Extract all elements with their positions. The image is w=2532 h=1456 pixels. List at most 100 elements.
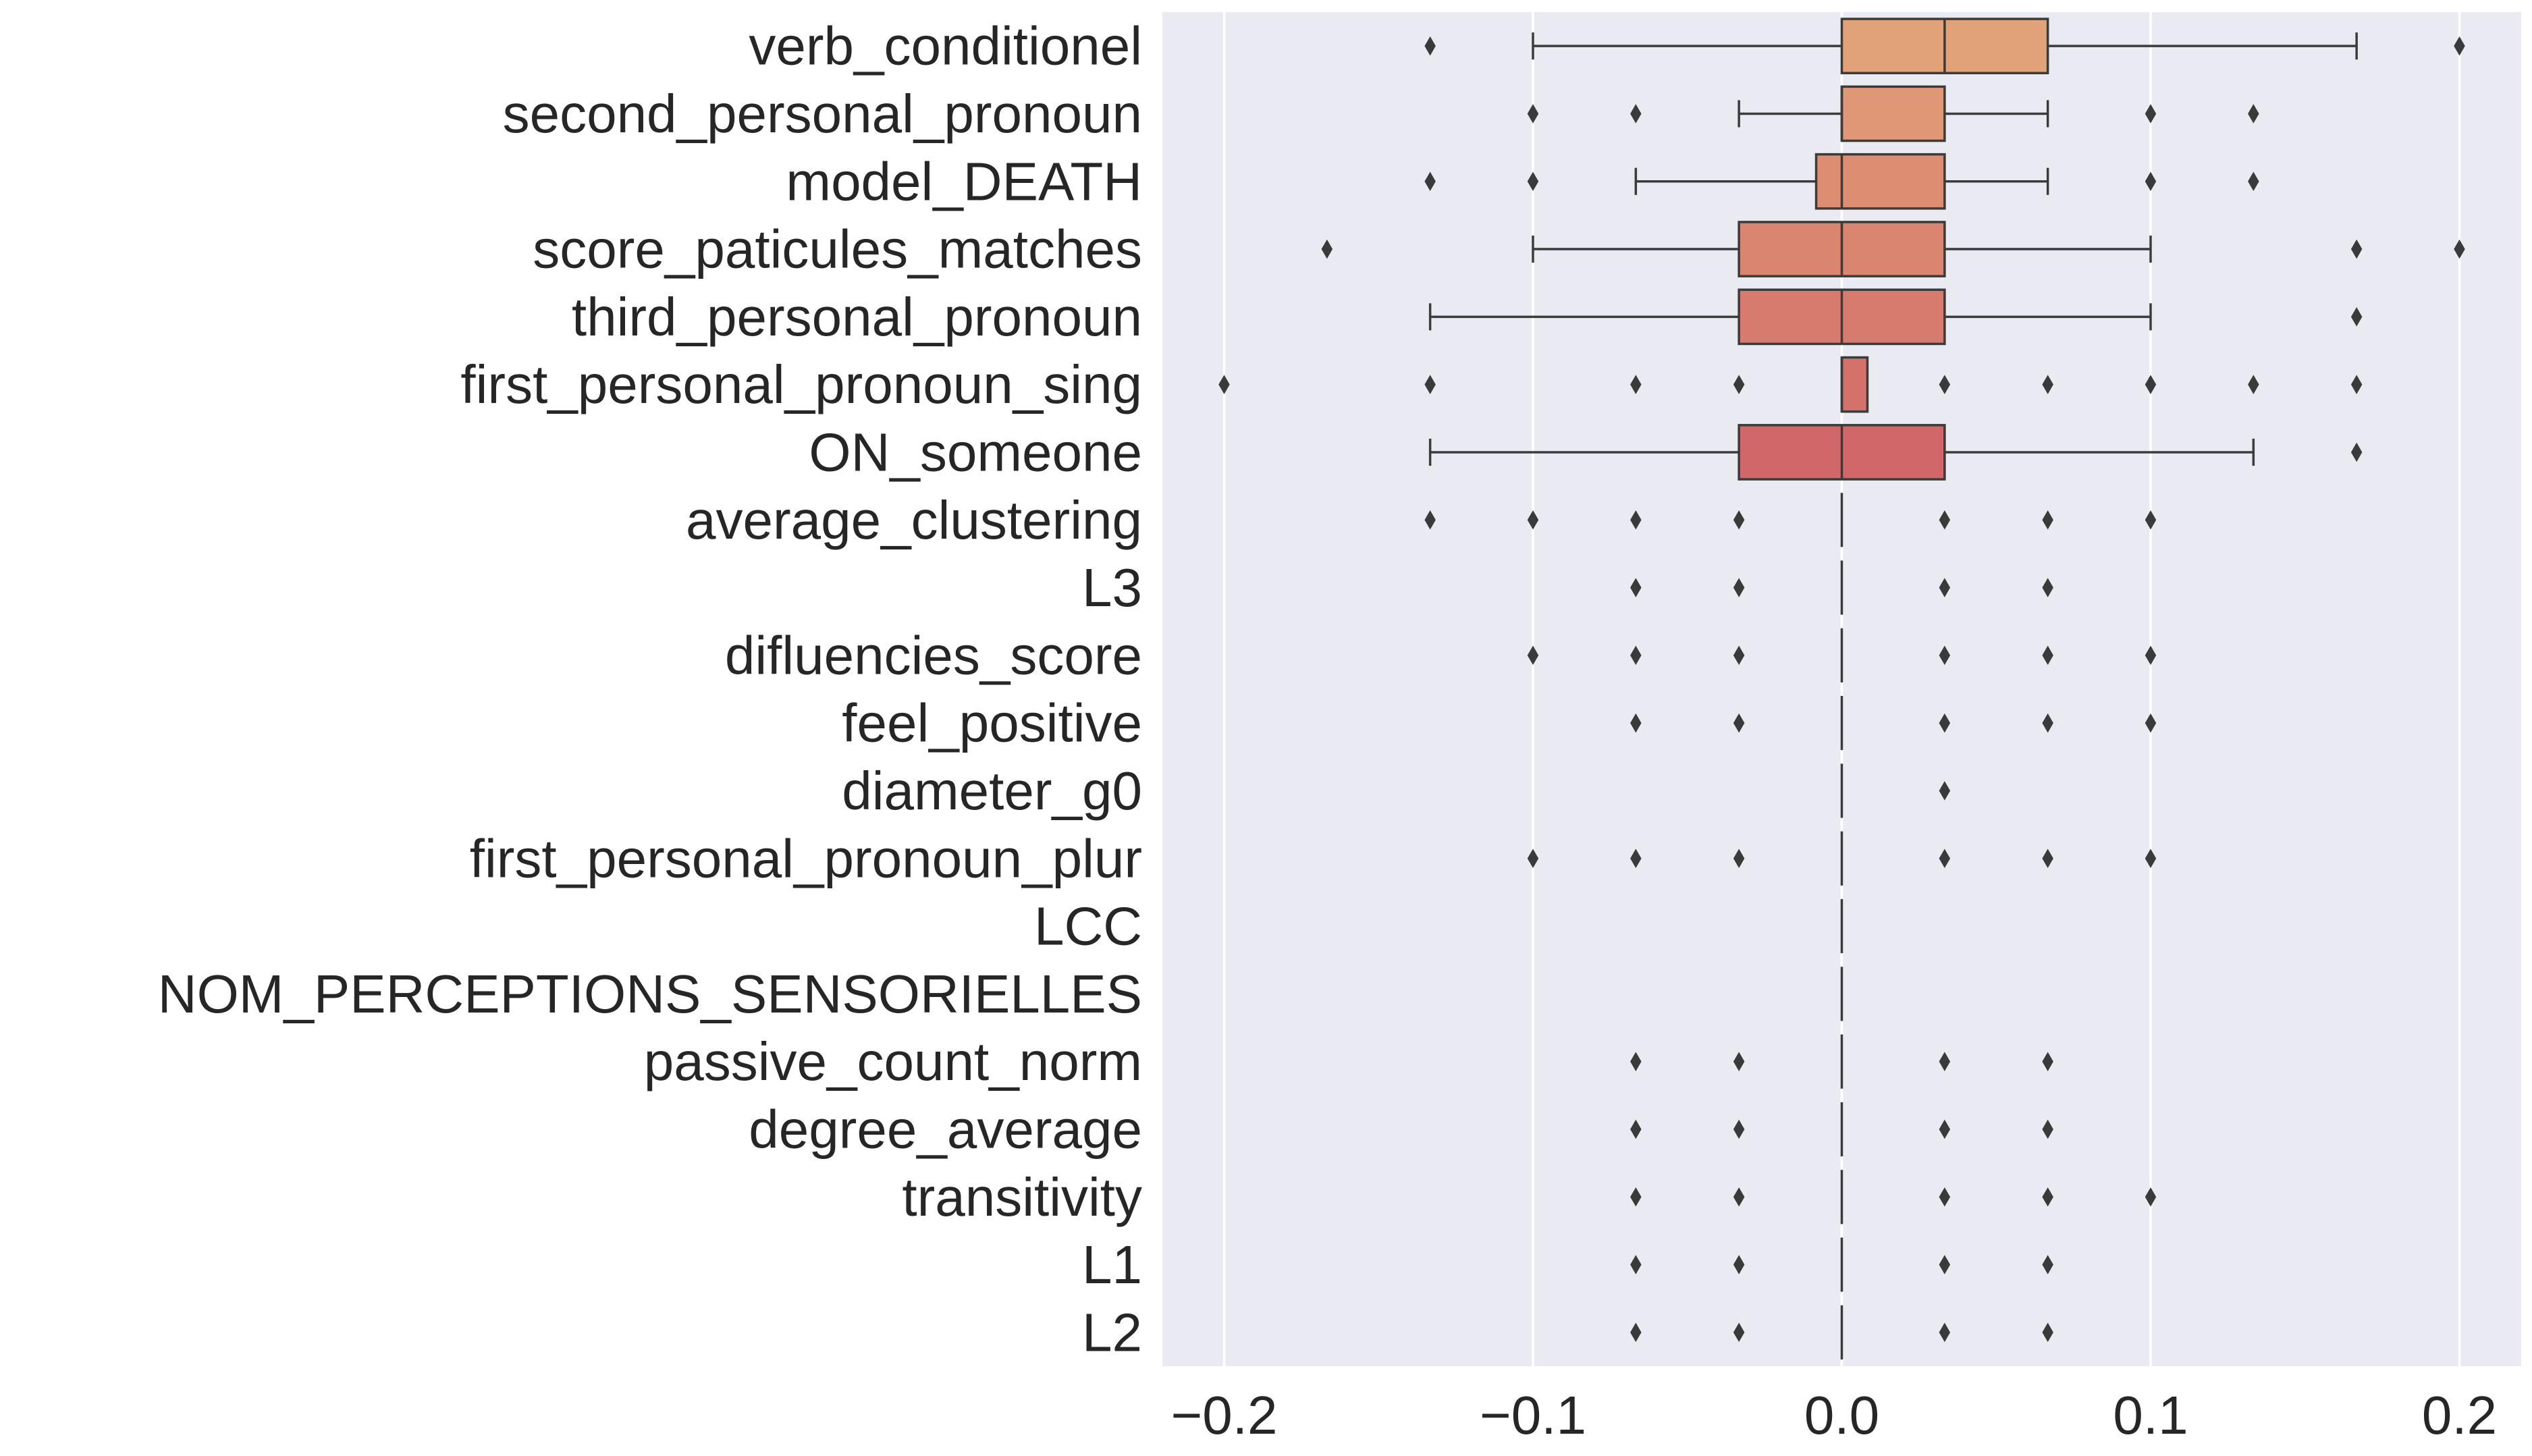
flier-point bbox=[1424, 375, 1436, 394]
flier-point bbox=[1733, 1322, 1745, 1343]
box-group bbox=[1630, 1102, 2053, 1157]
flier-point bbox=[2042, 1322, 2053, 1343]
flier-point bbox=[1939, 1255, 1951, 1274]
box-group bbox=[1424, 153, 2259, 210]
flier-point bbox=[1527, 104, 1539, 124]
flier-point bbox=[1424, 510, 1436, 530]
x-tick-label: −0.1 bbox=[1480, 1385, 1586, 1445]
flier-point bbox=[1733, 510, 1745, 530]
box-group bbox=[1630, 1305, 2053, 1359]
flier-point bbox=[1630, 1187, 1642, 1207]
y-tick-label: diameter_g0 bbox=[842, 761, 1142, 821]
flier-point bbox=[1630, 375, 1642, 394]
flier-point bbox=[2454, 239, 2465, 259]
flier-point bbox=[1939, 1322, 1951, 1343]
flier-point bbox=[2350, 307, 2363, 327]
y-tick-label: third_personal_pronoun bbox=[572, 287, 1142, 347]
y-tick-label: first_personal_pronoun_sing bbox=[460, 354, 1142, 414]
flier-point bbox=[1733, 375, 1745, 394]
y-tick-label: feel_positive bbox=[842, 693, 1142, 753]
flier-point bbox=[2042, 1255, 2053, 1274]
y-tick-label: second_personal_pronoun bbox=[503, 84, 1142, 144]
y-tick-label: ON_someone bbox=[809, 422, 1142, 482]
flier-point bbox=[2145, 713, 2157, 733]
flier-point bbox=[1939, 645, 1951, 666]
flier-point bbox=[2145, 645, 2157, 666]
y-tick-label: degree_average bbox=[749, 1099, 1142, 1159]
flier-point bbox=[2454, 36, 2465, 56]
flier-point bbox=[1733, 1052, 1745, 1071]
box-group bbox=[1527, 831, 2157, 886]
flier-point bbox=[2145, 104, 2157, 124]
flier-point bbox=[1527, 645, 1539, 666]
flier-point bbox=[1939, 1119, 1951, 1139]
x-tick-label: −0.2 bbox=[1171, 1385, 1278, 1445]
box-group bbox=[1840, 763, 1951, 818]
flier-point bbox=[1733, 1255, 1745, 1274]
flier-point bbox=[1527, 171, 1539, 192]
flier-point bbox=[2145, 171, 2157, 192]
y-tick-label: model_DEATH bbox=[786, 151, 1142, 211]
y-tick-label: NOM_PERCEPTIONS_SENSORIELLES bbox=[158, 964, 1142, 1024]
box-group bbox=[1630, 696, 2157, 751]
box-group bbox=[1428, 424, 2363, 481]
flier-point bbox=[1630, 510, 1642, 530]
flier-point bbox=[2042, 1187, 2053, 1207]
x-tick-label: 0.0 bbox=[1804, 1385, 1879, 1445]
y-tick-label: passive_count_norm bbox=[644, 1031, 1142, 1091]
flier-point bbox=[1630, 1322, 1642, 1343]
flier-point bbox=[2042, 375, 2053, 394]
flier-point bbox=[1424, 171, 1436, 192]
box-group bbox=[1424, 18, 2465, 75]
flier-point bbox=[2042, 510, 2053, 530]
flier-point bbox=[1939, 1052, 1951, 1071]
flier-point bbox=[1218, 375, 1230, 394]
flier-point bbox=[1424, 36, 1436, 56]
flier-point bbox=[2145, 848, 2157, 869]
flier-point bbox=[1939, 578, 1951, 597]
box-series bbox=[1218, 18, 2465, 1359]
flier-point bbox=[1939, 781, 1951, 801]
flier-point bbox=[2248, 171, 2259, 192]
flier-point bbox=[2042, 848, 2053, 869]
y-tick-label: L1 bbox=[1082, 1235, 1142, 1295]
flier-point bbox=[1527, 510, 1539, 530]
flier-point bbox=[2042, 713, 2053, 733]
flier-point bbox=[2248, 104, 2259, 124]
flier-point bbox=[1733, 578, 1745, 597]
flier-point bbox=[1733, 1187, 1745, 1207]
flier-point bbox=[1630, 1052, 1642, 1071]
y-tick-labels: verb_conditionel second_personal_pronounm… bbox=[158, 16, 1142, 1363]
box-group bbox=[1428, 288, 2363, 346]
box bbox=[1840, 85, 1946, 142]
flier-point bbox=[1321, 239, 1333, 259]
x-tick-labels: −0.2 −0.1 0.0 0.1 0.2 bbox=[1171, 1385, 2498, 1445]
box-group bbox=[1630, 1237, 2053, 1292]
flier-point bbox=[1733, 713, 1745, 733]
y-tick-label: difluencies_score bbox=[725, 625, 1142, 685]
flier-point bbox=[2145, 375, 2157, 394]
flier-point bbox=[2042, 645, 2053, 666]
y-tick-label: L3 bbox=[1082, 558, 1142, 618]
y-tick-label: verb_conditionel bbox=[749, 16, 1142, 76]
flier-point bbox=[1733, 848, 1745, 869]
flier-point bbox=[2145, 510, 2157, 530]
flier-point bbox=[1939, 713, 1951, 733]
flier-point bbox=[2350, 442, 2363, 462]
box-group bbox=[1321, 221, 2465, 277]
y-tick-label: average_clustering bbox=[686, 490, 1142, 550]
y-tick-label: first_personal_pronoun_plur bbox=[470, 828, 1142, 888]
flier-point bbox=[1630, 645, 1642, 666]
box-group bbox=[1424, 493, 2157, 547]
flier-point bbox=[2042, 578, 2053, 597]
flier-point bbox=[2248, 375, 2259, 394]
flier-point bbox=[1630, 578, 1642, 597]
flier-point bbox=[1939, 848, 1951, 869]
x-tick-label: 0.1 bbox=[2113, 1385, 2188, 1445]
box-group bbox=[1630, 560, 2053, 615]
box-group bbox=[1630, 1170, 2157, 1224]
box-group bbox=[1218, 356, 2363, 413]
flier-point bbox=[1733, 645, 1745, 666]
y-tick-label: L2 bbox=[1082, 1302, 1142, 1362]
x-tick-label: 0.2 bbox=[2422, 1385, 2497, 1445]
